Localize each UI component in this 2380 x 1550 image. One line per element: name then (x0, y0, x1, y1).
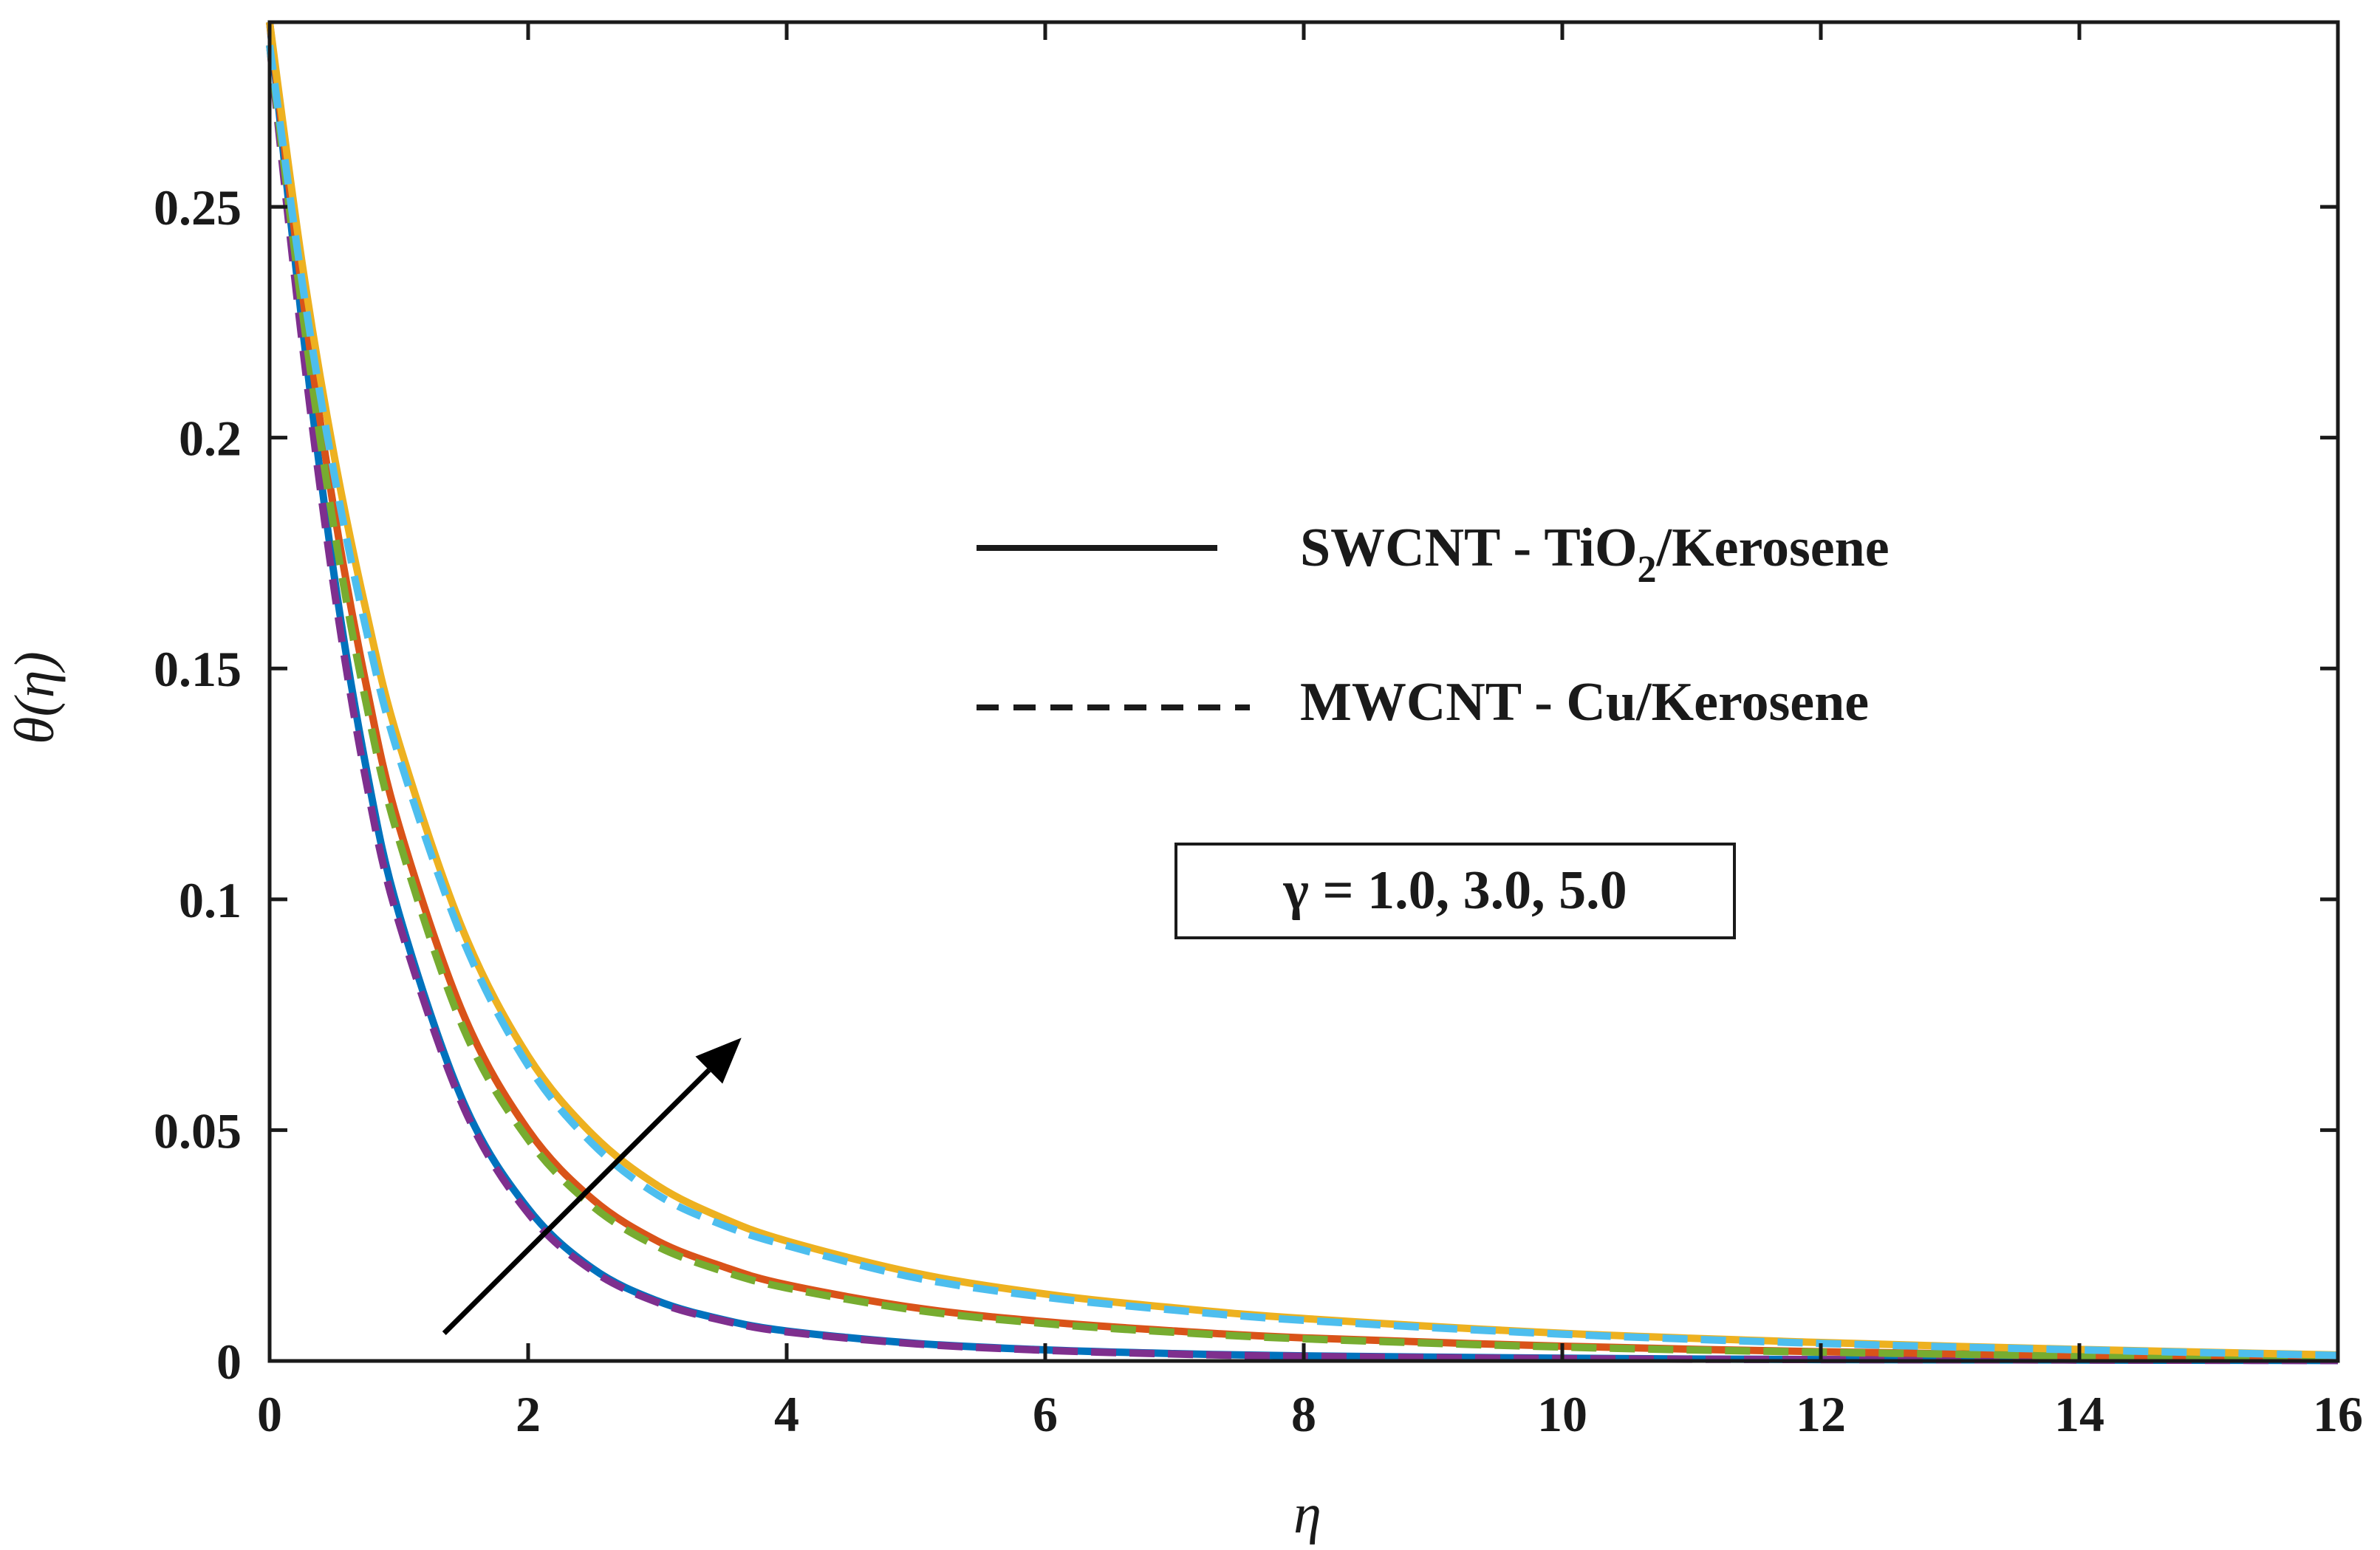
x-tick-label: 4 (774, 1386, 799, 1442)
arrow-shaft (442, 1068, 711, 1335)
x-tick-label: 2 (516, 1386, 541, 1442)
legend-label-solid-tail: /Kerosene (1656, 518, 1890, 578)
y-tick-label: 0.25 (154, 179, 242, 236)
x-tick-label: 12 (1796, 1386, 1846, 1442)
legend-label-solid-main: SWCNT - TiO (1300, 518, 1638, 578)
increase-arrow (442, 1038, 742, 1335)
x-axis-label: η (1293, 1483, 1321, 1545)
gamma-annotation-box (1174, 843, 1736, 939)
gamma-annotation: γ = 1.0, 3.0, 5.0 (1174, 843, 1736, 939)
series-line-4 (266, 44, 2339, 1362)
x-tick-label: 14 (2054, 1386, 2104, 1442)
y-tick-label: 0.1 (179, 872, 242, 928)
legend-label-solid-sub: 2 (1638, 549, 1657, 591)
series-layer (266, 21, 2339, 1365)
x-tick-label: 6 (1033, 1386, 1058, 1442)
legend-label-dashed: MWCNT - Cu/Kerosene (1300, 672, 1869, 733)
series-line-6 (266, 44, 2339, 1359)
x-tick-label: 10 (1537, 1386, 1587, 1442)
x-tick-label: 16 (2313, 1386, 2363, 1442)
x-tick-label: 0 (257, 1386, 282, 1442)
y-tick-label: 0.05 (154, 1103, 242, 1159)
y-tick-label: 0.2 (179, 411, 242, 467)
legend-label-solid: SWCNT - TiO2/Kerosene (1300, 518, 1890, 591)
y-axis-label: θ(η) (4, 651, 66, 744)
gamma-annotation-text: γ = 1.0, 3.0, 5.0 (1282, 860, 1627, 921)
legend: SWCNT - TiO2/Kerosene MWCNT - Cu/Kerosen… (977, 518, 1890, 733)
x-tick-label: 8 (1291, 1386, 1316, 1442)
arrow-head (695, 1038, 742, 1084)
y-tick-label: 0.15 (154, 641, 242, 697)
series-line-2 (266, 44, 2339, 1365)
y-tick-label: 0 (216, 1334, 242, 1390)
ticks-layer: 0 2 4 6 8 10 12 14 16 0 0.05 0.1 0.15 0.2 0.25 (154, 22, 2363, 1442)
